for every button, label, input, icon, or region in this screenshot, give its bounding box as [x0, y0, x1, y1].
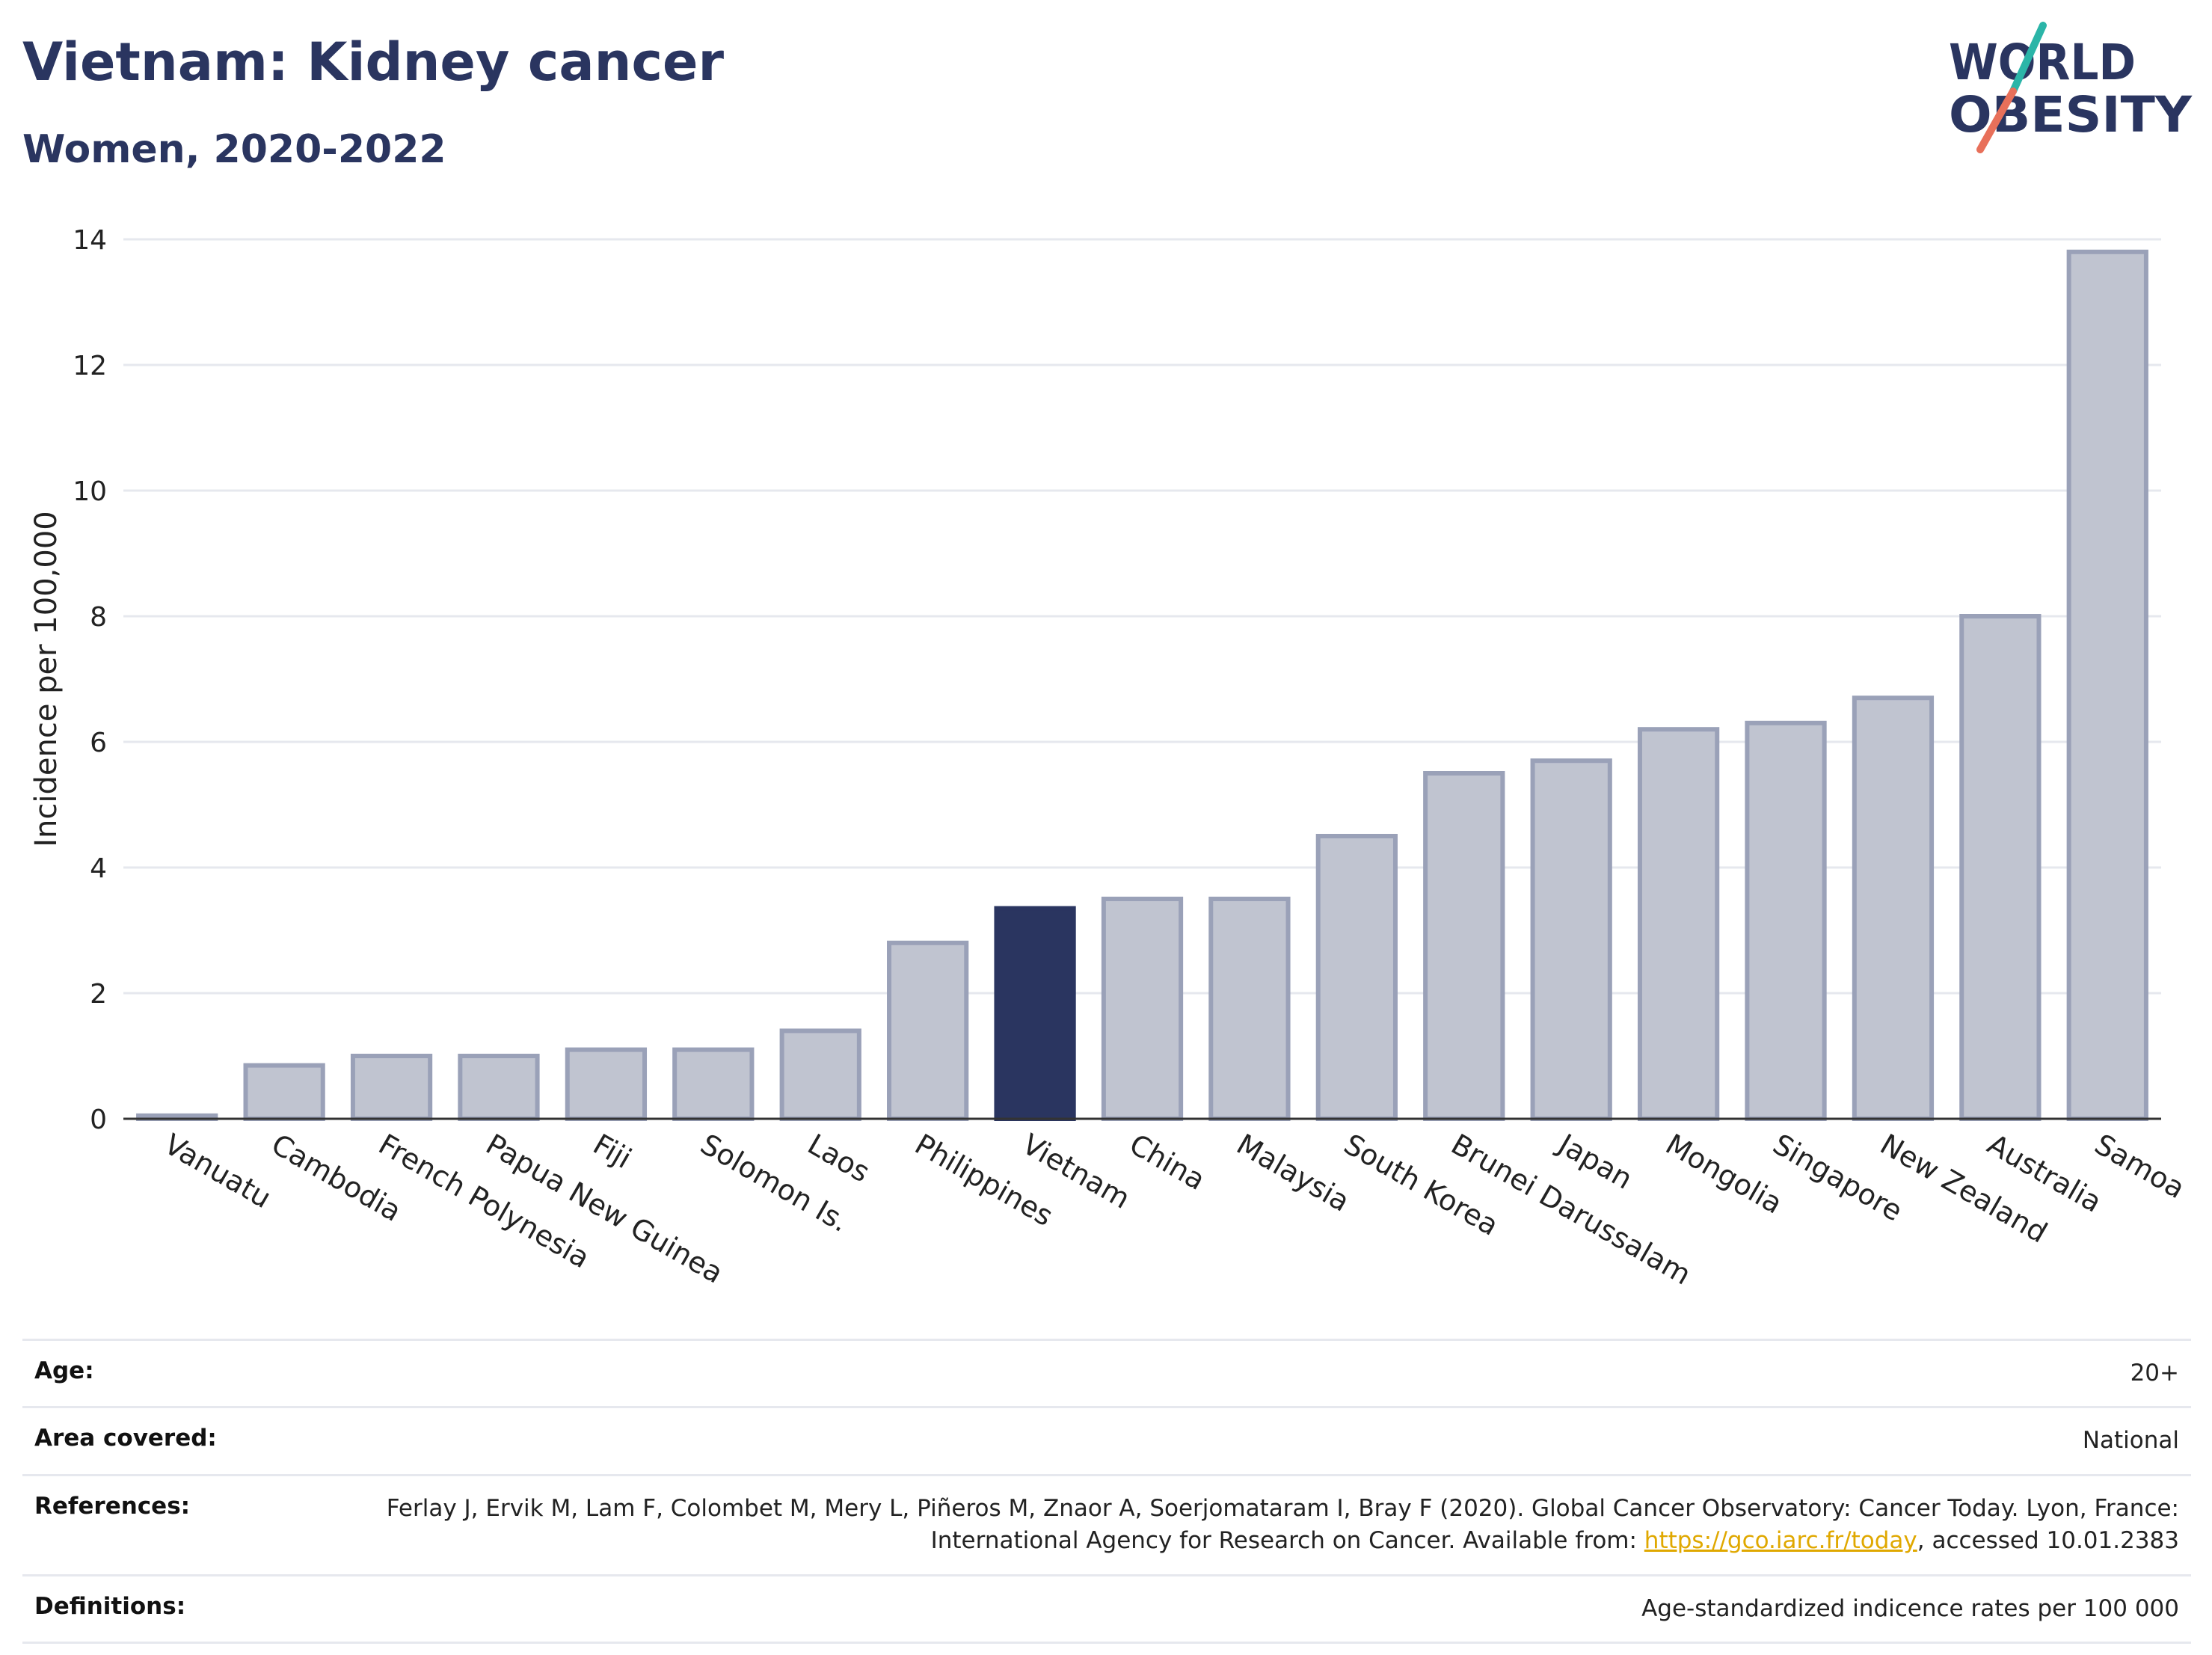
- bar-cambodia: [243, 1063, 325, 1121]
- area-value: National: [2082, 1427, 2179, 1455]
- bar-vietnam: [994, 906, 1076, 1121]
- bar-philippines: [887, 940, 969, 1121]
- x-tick-label: Malaysia: [1231, 1128, 1355, 1218]
- y-tick-label: 0: [90, 1105, 107, 1135]
- y-tick-label: 8: [90, 602, 107, 633]
- y-tick-label: 14: [73, 225, 107, 256]
- bar-papua-new-guinea: [458, 1054, 540, 1121]
- world-obesity-logo: WORLD OBESITY: [1949, 22, 2193, 153]
- bar-solomon-is: [672, 1047, 755, 1121]
- y-tick-label: 4: [90, 853, 107, 884]
- bar-new-zealand: [1852, 696, 1935, 1121]
- logo-slash-bottom: [1976, 87, 2017, 153]
- chart-title: Vietnam: Kidney cancer: [22, 31, 724, 93]
- references-label: References:: [34, 1492, 191, 1520]
- references-link[interactable]: https://gco.iarc.fr/today: [1644, 1527, 1917, 1555]
- bar-french-polynesia: [350, 1054, 433, 1121]
- y-tick-label: 12: [73, 351, 107, 381]
- references-value: Ferlay J, Ervik M, Lam F, Colombet M, Me…: [310, 1493, 2179, 1558]
- y-tick-label: 2: [90, 979, 107, 1010]
- meta-row-references: References: Ferlay J, Ervik M, Lam F, Co…: [22, 1473, 2191, 1574]
- bar-chart: 0 2 4 6 8 10 12 14 Incidence per 100,000 Vanuatu C…: [29, 225, 2190, 1292]
- x-tick-label: Mongolia: [1660, 1128, 1788, 1220]
- chart-subtitle: Women, 2020-2022: [22, 127, 446, 172]
- x-tick-label: Japan: [1552, 1127, 1638, 1196]
- bar-singapore: [1745, 720, 1827, 1121]
- metadata-table: Age: 20+ Area covered: National Referenc…: [22, 1339, 2191, 1644]
- bar-samoa: [2066, 249, 2148, 1121]
- area-label: Area covered:: [34, 1425, 217, 1452]
- logo-slash-top: [2009, 22, 2047, 95]
- bar-brunei-darussalam: [1423, 771, 1505, 1121]
- logo-line-world: WORLD: [1949, 34, 2136, 91]
- age-value: 20+: [2130, 1360, 2179, 1387]
- x-tick-label: Fiji: [588, 1128, 637, 1175]
- bar-fiji: [565, 1047, 648, 1121]
- x-tick-label: Vanuatu: [159, 1128, 277, 1215]
- x-tick-label: Laos: [802, 1128, 876, 1189]
- y-tick-label: 10: [73, 476, 107, 507]
- age-label: Age:: [34, 1357, 94, 1384]
- x-tick-label: China: [1124, 1128, 1211, 1197]
- meta-row-age: Age: 20+: [22, 1339, 2191, 1406]
- bar-malaysia: [1208, 897, 1291, 1121]
- y-tick-label: 6: [90, 728, 107, 758]
- bar-south-korea: [1315, 834, 1398, 1121]
- references-text: Ferlay J, Ervik M, Lam F, Colombet M, Me…: [386, 1494, 2179, 1555]
- y-axis-title: Incidence per 100,000: [29, 511, 64, 847]
- definitions-value: Age-standardized indicence rates per 100…: [1641, 1594, 2179, 1622]
- meta-row-area: Area covered: National: [22, 1406, 2191, 1473]
- references-suffix: , accessed 10.01.2383: [1917, 1527, 2179, 1555]
- bar-laos: [779, 1028, 861, 1122]
- bar-australia: [1959, 614, 2042, 1121]
- meta-row-definitions: Definitions: Age-standardized indicence …: [22, 1573, 2191, 1644]
- bar-china: [1101, 897, 1184, 1121]
- bar-japan: [1530, 758, 1612, 1121]
- definitions-label: Definitions:: [34, 1592, 186, 1620]
- bar-mongolia: [1637, 727, 1720, 1121]
